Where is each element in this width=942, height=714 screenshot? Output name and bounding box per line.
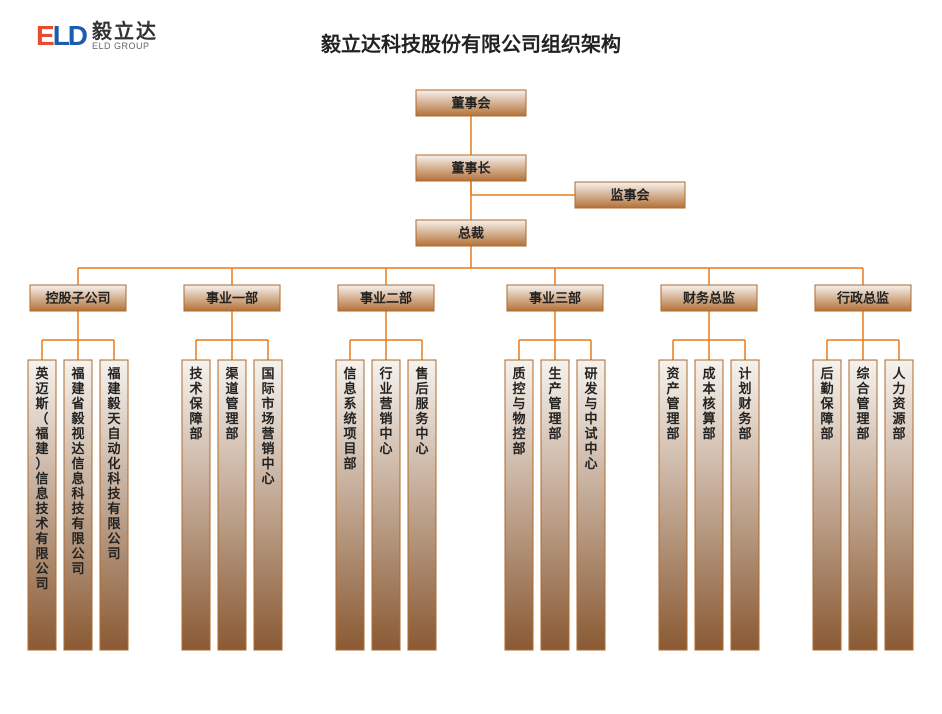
svg-text:事业一部: 事业一部 <box>206 291 258 306</box>
svg-text:总裁: 总裁 <box>458 226 484 241</box>
svg-text:事业二部: 事业二部 <box>360 291 412 306</box>
dept-b3: 事业三部 <box>507 285 603 311</box>
dept-sub: 控股子公司 <box>30 285 126 311</box>
svg-text:成本核算部: 成本核算部 <box>702 366 715 441</box>
svg-text:监事会: 监事会 <box>610 188 650 203</box>
leaf-b2-0: 信息系统项目部 <box>336 360 364 650</box>
svg-text:资产管理部: 资产管理部 <box>666 366 679 441</box>
leaf-b3-1: 生产管理部 <box>541 360 569 650</box>
svg-text:董事长: 董事长 <box>451 161 491 176</box>
svg-text:信息系统项目部: 信息系统项目部 <box>343 366 356 471</box>
leaf-b3-2: 研发与中试中心 <box>577 360 605 650</box>
leaf-b1-1: 渠道管理部 <box>218 360 246 650</box>
org-chart: 董事会董事长监事会总裁控股子公司 事业一部 事业二部 事业三部 财务总监 行政总监英迈斯（… <box>0 0 942 714</box>
svg-text:控股子公司: 控股子公司 <box>45 291 110 306</box>
svg-text:福建省毅视达信息科技有限公司: 福建省毅视达信息科技有限公司 <box>70 366 85 576</box>
dept-adm: 行政总监 <box>815 285 911 311</box>
leaf-b3-0: 质控与物控部 <box>505 360 533 650</box>
svg-text:研发与中试中心: 研发与中试中心 <box>583 366 598 471</box>
svg-text:英迈斯（福建）信息技术有限公司: 英迈斯（福建）信息技术有限公司 <box>34 366 49 591</box>
svg-text:质控与物控部: 质控与物控部 <box>512 366 525 456</box>
leaf-fin-0: 资产管理部 <box>659 360 687 650</box>
leaf-sub-1: 福建省毅视达信息科技有限公司 <box>64 360 92 650</box>
leaf-fin-1: 成本核算部 <box>695 360 723 650</box>
dept-b1: 事业一部 <box>184 285 280 311</box>
svg-text:渠道管理部: 渠道管理部 <box>224 366 239 441</box>
node-chairman: 董事长 <box>416 155 526 181</box>
leaf-adm-1: 综合管理部 <box>849 360 877 650</box>
leaf-adm-2: 人力资源部 <box>885 360 913 650</box>
svg-text:生产管理部: 生产管理部 <box>548 366 561 441</box>
leaf-b2-1: 行业营销中心 <box>372 360 400 650</box>
svg-text:事业三部: 事业三部 <box>529 291 581 306</box>
svg-text:行业营销中心: 行业营销中心 <box>378 366 392 456</box>
leaf-b2-2: 售后服务中心 <box>408 360 436 650</box>
leaf-b1-2: 国际市场营销中心 <box>254 360 282 650</box>
svg-text:福建毅天自动化科技有限公司: 福建毅天自动化科技有限公司 <box>106 366 121 561</box>
leaf-sub-2: 福建毅天自动化科技有限公司 <box>100 360 128 650</box>
svg-text:财务总监: 财务总监 <box>683 291 735 306</box>
node-ceo: 总裁 <box>416 220 526 246</box>
node-supervisor: 监事会 <box>575 182 685 208</box>
svg-text:计划财务部: 计划财务部 <box>738 366 752 441</box>
svg-text:后勤保障部: 后勤保障部 <box>819 366 834 441</box>
svg-text:董事会: 董事会 <box>451 96 491 111</box>
svg-text:人力资源部: 人力资源部 <box>892 366 906 441</box>
svg-text:售后服务中心: 售后服务中心 <box>415 366 429 456</box>
svg-text:综合管理部: 综合管理部 <box>856 366 870 441</box>
leaf-adm-0: 后勤保障部 <box>813 360 841 650</box>
svg-text:行政总监: 行政总监 <box>836 291 889 306</box>
node-board: 董事会 <box>416 90 526 116</box>
dept-fin: 财务总监 <box>661 285 757 311</box>
dept-b2: 事业二部 <box>338 285 434 311</box>
leaf-fin-2: 计划财务部 <box>731 360 759 650</box>
svg-text:国际市场营销中心: 国际市场营销中心 <box>261 366 274 486</box>
leaf-sub-0: 英迈斯（福建）信息技术有限公司 <box>28 360 56 650</box>
svg-text:技术保障部: 技术保障部 <box>188 366 203 441</box>
leaf-b1-0: 技术保障部 <box>182 360 210 650</box>
